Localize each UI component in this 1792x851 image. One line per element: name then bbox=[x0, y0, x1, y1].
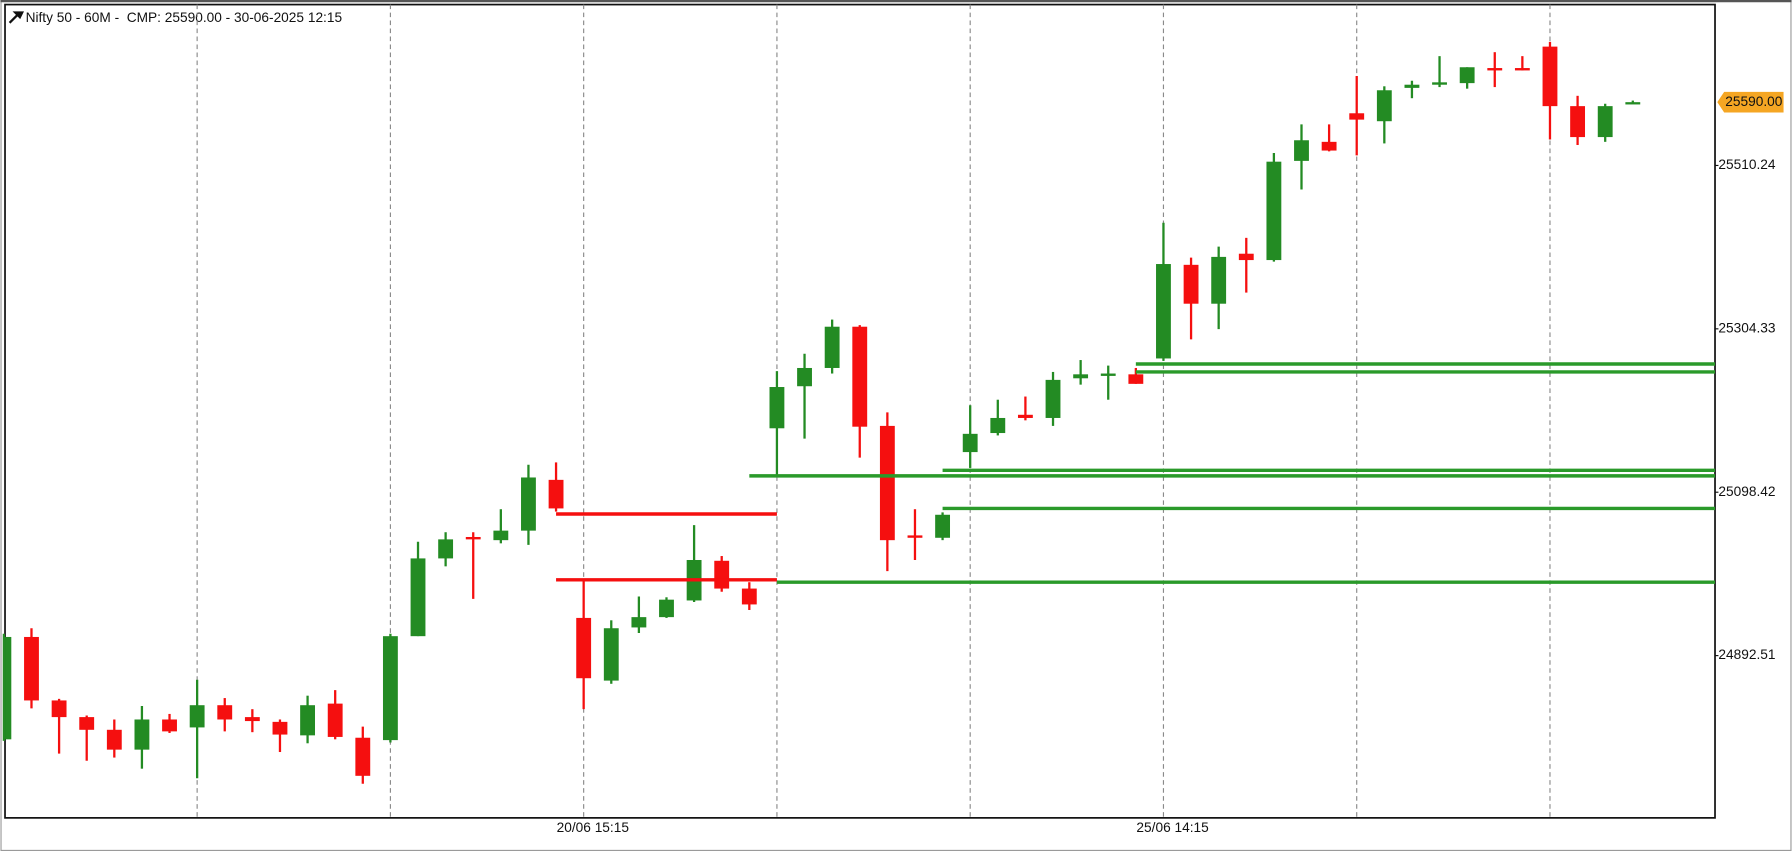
tool-icon bbox=[8, 11, 25, 24]
candle-body bbox=[217, 705, 233, 720]
y-tick-label: 24892.51 bbox=[1718, 647, 1775, 662]
candle-body bbox=[51, 700, 67, 718]
candle-body bbox=[1128, 374, 1144, 384]
candle-body bbox=[659, 599, 674, 618]
candle-body bbox=[106, 729, 122, 750]
candle-body bbox=[935, 514, 951, 538]
candle-body bbox=[1211, 256, 1227, 304]
candle-body bbox=[382, 636, 398, 741]
candle-body bbox=[1045, 379, 1061, 418]
candle-body bbox=[5, 636, 12, 740]
candle-body bbox=[603, 628, 619, 681]
candle-body bbox=[1017, 414, 1033, 418]
candle-body bbox=[714, 560, 730, 589]
chart-title: Nifty 50 - 60M - CMP: 25590.00 - 30-06-2… bbox=[26, 10, 343, 25]
candle-body bbox=[962, 433, 978, 453]
candle-body bbox=[1542, 46, 1558, 107]
candle-body bbox=[465, 536, 481, 540]
candle-body bbox=[907, 535, 923, 538]
last-price-badge bbox=[1717, 91, 1784, 113]
candle-body bbox=[576, 617, 592, 679]
candle-body bbox=[1487, 68, 1503, 71]
candle-body bbox=[1459, 67, 1475, 84]
candle-body bbox=[134, 719, 150, 750]
x-tick-label: 25/06 14:15 bbox=[1136, 820, 1209, 835]
candle-body bbox=[1404, 84, 1420, 88]
candle-body bbox=[79, 717, 95, 730]
candle-body bbox=[797, 367, 812, 387]
candle-body bbox=[548, 479, 564, 509]
candle-body bbox=[24, 636, 39, 701]
candle-body bbox=[1183, 264, 1199, 304]
y-tick-label: 25510.24 bbox=[1718, 157, 1775, 172]
candle-body bbox=[244, 717, 260, 722]
candle-body bbox=[1597, 106, 1613, 138]
candle-body bbox=[521, 477, 536, 531]
candle-body bbox=[1156, 264, 1171, 359]
candle-body bbox=[355, 737, 371, 776]
candle-body bbox=[1432, 82, 1447, 85]
candle-body bbox=[438, 539, 454, 559]
candle-body bbox=[300, 705, 316, 736]
y-tick-label: 25098.42 bbox=[1718, 484, 1775, 499]
candle-body bbox=[1625, 102, 1641, 105]
candle-body bbox=[189, 705, 205, 728]
candle-body bbox=[162, 719, 177, 732]
candle-body bbox=[631, 617, 647, 628]
candle-body bbox=[1294, 140, 1309, 161]
candle-body bbox=[1376, 90, 1392, 122]
candle-body bbox=[1514, 68, 1530, 71]
candle-body bbox=[1073, 374, 1089, 379]
candle-body bbox=[327, 703, 343, 737]
candle-body bbox=[493, 530, 509, 541]
candle-body bbox=[272, 721, 288, 735]
candle-body bbox=[1349, 113, 1365, 120]
candle-body bbox=[879, 425, 895, 541]
candle-body bbox=[1100, 373, 1116, 376]
candle-body bbox=[1321, 141, 1337, 151]
candle-body bbox=[824, 326, 840, 368]
x-tick-label: 20/06 15:15 bbox=[557, 820, 630, 835]
candle-body bbox=[852, 326, 868, 427]
last-price-label: 25590.00 bbox=[1725, 94, 1782, 109]
candle-body bbox=[1266, 161, 1282, 261]
candle-body bbox=[410, 558, 426, 637]
candle-body bbox=[741, 588, 757, 605]
candle-body bbox=[990, 417, 1006, 434]
candle-body bbox=[769, 387, 785, 429]
candle-body bbox=[1238, 253, 1254, 261]
candle-body bbox=[1570, 106, 1586, 138]
y-tick-label: 25304.33 bbox=[1718, 320, 1775, 335]
